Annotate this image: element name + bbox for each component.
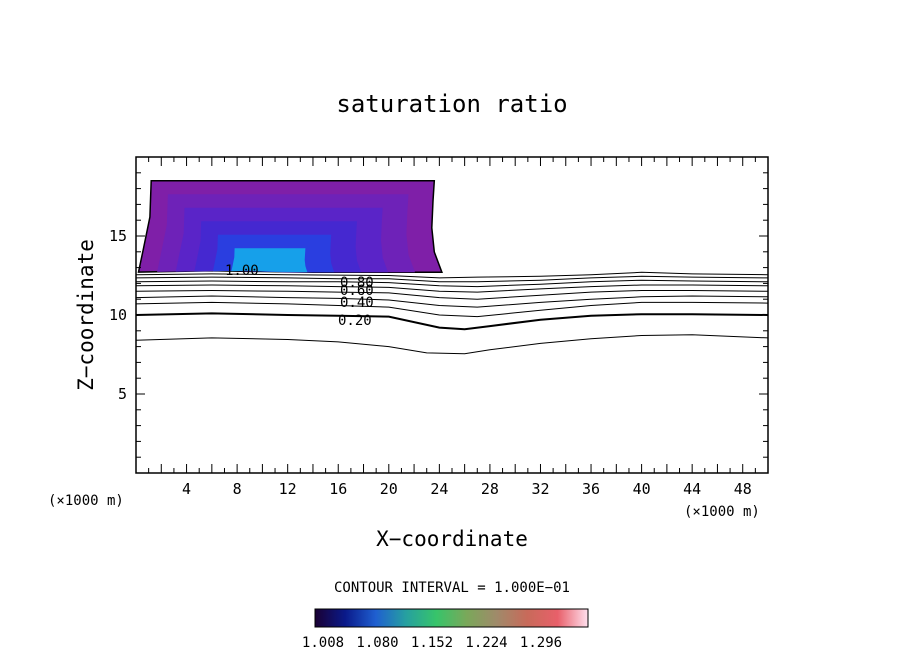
colorbar [314, 608, 589, 628]
x-tick-label: 16 [329, 480, 347, 498]
x-units-right: (×1000 m) [684, 504, 760, 520]
contour-line-5 [136, 284, 768, 293]
supersaturated-region [137, 180, 443, 274]
y-axis-label: Z−coordinate [74, 239, 98, 391]
x-tick-label: 28 [481, 480, 499, 498]
tick-marks [136, 157, 769, 473]
region-fill-level-6 [231, 248, 308, 273]
x-tick-labels: 4 8 12 16 20 24 28 32 36 40 44 48 [182, 480, 752, 498]
contour-label-0-60: 0.60 [340, 283, 374, 299]
x-tick-label: 4 [182, 480, 191, 498]
x-tick-label: 8 [233, 480, 242, 498]
contour-label-1-00: 1.00 [225, 263, 259, 279]
x-tick-label: 12 [279, 480, 297, 498]
contour-line-6 [136, 279, 768, 288]
x-units-left: (×1000 m) [48, 493, 124, 509]
y-tick-labels: 5 10 15 [109, 227, 127, 403]
contour-label-0-80: 0.80 [340, 275, 374, 291]
colorbar-label: 1.008 [302, 635, 344, 651]
y-tick-label: 10 [109, 306, 127, 324]
colorbar-label: 1.080 [356, 635, 398, 651]
contour-label-0-40: 0.40 [340, 295, 374, 311]
y-tick-label: 5 [118, 385, 127, 403]
contour-line-2 [136, 301, 768, 318]
colorbar-labels: 1.008 1.080 1.152 1.224 1.296 [302, 635, 562, 651]
y-tick-label: 15 [109, 227, 127, 245]
contour-interval-label: CONTOUR INTERVAL = 1.000E−01 [334, 580, 570, 596]
contour-line-7 [136, 275, 768, 283]
chart-title: saturation ratio [336, 90, 567, 118]
x-tick-label: 32 [531, 480, 549, 498]
contour-lines [136, 271, 768, 355]
contour-labels: 1.00 0.80 0.60 0.40 0.20 [225, 263, 374, 329]
x-tick-label: 24 [430, 480, 448, 498]
x-tick-label: 48 [734, 480, 752, 498]
colorbar-label: 1.152 [411, 635, 453, 651]
x-tick-label: 20 [380, 480, 398, 498]
colorbar-label: 1.296 [520, 635, 562, 651]
contour-line-3 [136, 295, 768, 308]
x-tick-label: 40 [633, 480, 651, 498]
x-tick-label: 36 [582, 480, 600, 498]
contour-line-4 [136, 289, 768, 300]
contour-line-0 [136, 312, 768, 331]
x-tick-label: 44 [683, 480, 701, 498]
contour-label-0-20: 0.20 [338, 313, 372, 329]
contour-line-8 [136, 271, 768, 279]
colorbar-label: 1.224 [465, 635, 507, 651]
contour-line-1 [136, 334, 768, 355]
x-axis-label: X−coordinate [376, 527, 528, 551]
plot-area [136, 180, 768, 355]
